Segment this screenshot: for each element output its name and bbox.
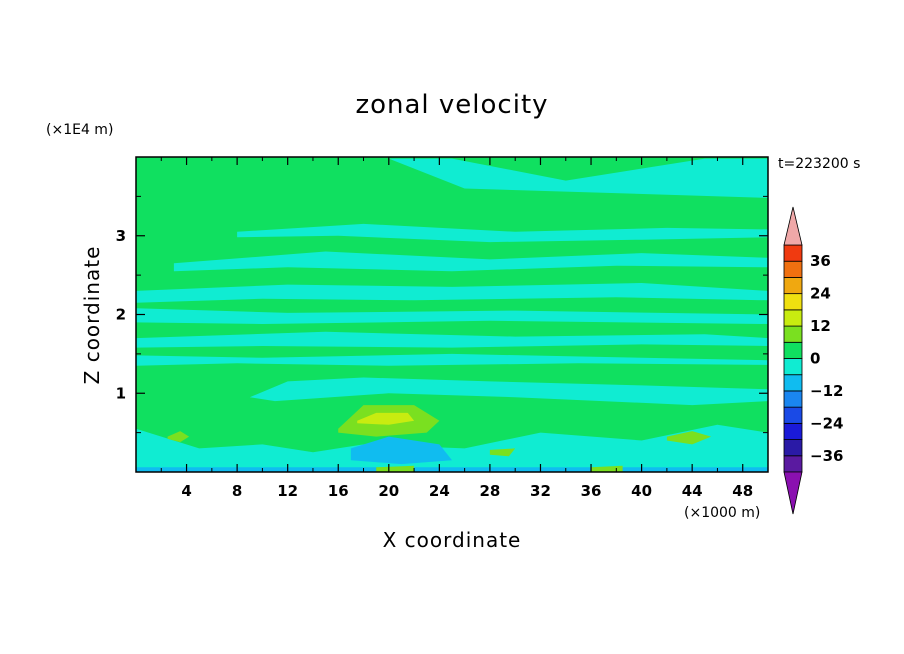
x-tick-label: 32 (530, 482, 551, 500)
colorbar-segment (783, 325, 803, 343)
contour-region-13 (167, 431, 190, 443)
contour-region-3 (136, 283, 768, 303)
colorbar-tick-label: 36 (810, 252, 831, 270)
x-tick-label: 28 (479, 482, 500, 500)
contour-region-4 (136, 308, 768, 324)
contour-regions (136, 158, 769, 472)
plot-area: 4 8 12 16 20 24 28 32 36 40 44 48 123 (116, 156, 769, 500)
contour-region-7 (249, 377, 769, 406)
colorbar-segment (783, 341, 803, 359)
contour-region-9 (350, 436, 452, 465)
colorbar-segment (783, 309, 803, 327)
x-tick-label: 4 (181, 482, 191, 500)
x-tick-label: 24 (429, 482, 450, 500)
colorbar-segment (783, 260, 803, 278)
chart-title: zonal velocity (355, 90, 548, 120)
x-tick-label: 36 (581, 482, 602, 500)
y-tick-label: 2 (116, 306, 126, 324)
contour-region-5 (136, 331, 768, 348)
colorbar-segment (783, 358, 803, 376)
x-unit-label: (×1000 m) (684, 505, 760, 521)
colorbar-tick-label: 24 (810, 285, 831, 303)
x-tick-label: 12 (277, 482, 298, 500)
colorbar-segment (783, 455, 803, 473)
colorbar-over-triangle (783, 206, 803, 246)
colorbar-tick-label: 12 (810, 317, 831, 335)
y-unit-label: (×1E4 m) (46, 122, 113, 138)
colorbar-tick-label: −12 (810, 382, 843, 400)
x-axis-label: X coordinate (383, 528, 522, 552)
x-axis-ticks: 4 8 12 16 20 24 28 32 36 40 44 48 (160, 157, 753, 500)
x-tick-label: 48 (732, 482, 753, 500)
time-label: t=223200 s (778, 156, 860, 172)
x-tick-label: 40 (631, 482, 652, 500)
colorbar-segment (783, 244, 803, 262)
colorbar-tick-label: −24 (810, 414, 843, 432)
contour-region-14 (666, 431, 712, 445)
contour-region-0 (388, 158, 768, 198)
contour-region-1 (237, 223, 769, 243)
colorbar-segment (783, 293, 803, 311)
contour-region-17 (376, 465, 415, 472)
contour-region-16 (591, 465, 623, 472)
colorbar-segment (783, 374, 803, 392)
contour-region-6 (136, 353, 768, 366)
colorbar-tick-label: −36 (810, 447, 843, 465)
x-tick-label: 44 (682, 482, 703, 500)
contour-region-2 (173, 251, 768, 272)
contour-region-12 (357, 412, 415, 425)
colorbar-segment (783, 277, 803, 295)
y-axis-label: Z coordinate (80, 246, 104, 385)
y-tick-label: 3 (116, 227, 126, 245)
colorbar-segment (783, 439, 803, 457)
colorbar-segment (783, 390, 803, 408)
x-tick-label: 20 (378, 482, 399, 500)
colorbar-under-triangle (783, 471, 803, 515)
colorbar: 36 24 12 0 −12 −24 −36 (783, 206, 843, 515)
contour-region-15 (489, 448, 516, 457)
y-tick-label: 1 (116, 384, 126, 402)
y-axis-ticks: 1 2 3 (116, 195, 768, 434)
x-tick-label: 16 (328, 482, 349, 500)
contour-region-8 (136, 424, 768, 472)
x-tick-label: 8 (232, 482, 242, 500)
colorbar-segment (783, 422, 803, 440)
colorbar-tick-label: 0 (810, 350, 820, 368)
colorbar-segment (783, 406, 803, 424)
